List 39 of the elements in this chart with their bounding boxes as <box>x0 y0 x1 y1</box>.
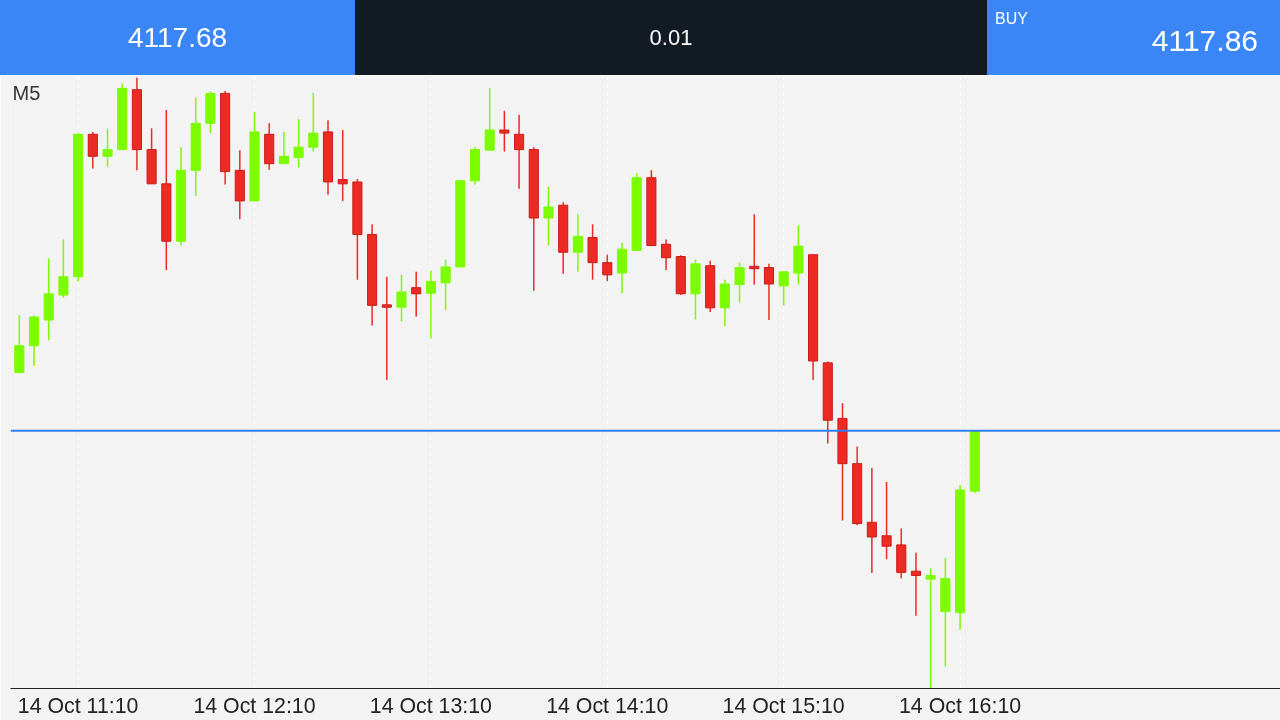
candlestick <box>616 241 628 294</box>
candlestick <box>293 118 304 169</box>
candlestick <box>763 263 775 321</box>
candlestick <box>719 278 730 327</box>
candlestick <box>881 481 892 560</box>
candlestick <box>925 567 936 689</box>
text: 4117.68 <box>0 0 355 75</box>
candlestick <box>866 467 877 574</box>
text: BUY <box>995 9 1028 29</box>
candlestick <box>778 271 789 307</box>
candlestick <box>381 275 392 381</box>
x-tick-label: 14 Oct 16:10 <box>899 693 1022 718</box>
candlestick <box>514 114 525 190</box>
candlestick <box>337 129 348 202</box>
text: 4117.86 <box>1151 23 1258 59</box>
candlestick <box>543 186 554 247</box>
candlestick <box>661 238 672 271</box>
candlestick <box>602 253 613 282</box>
candlestick <box>308 92 319 153</box>
candlestick <box>734 261 745 304</box>
candlestick <box>425 269 436 340</box>
candlestick <box>440 258 451 312</box>
candlestick <box>102 128 113 168</box>
x-tick-label: 14 Oct 14:10 <box>546 693 669 718</box>
candlestick <box>910 552 922 617</box>
candlestick <box>87 131 98 170</box>
annotation: M5 <box>12 81 41 104</box>
x-tick-label: 14 Oct 12:10 <box>193 693 316 718</box>
candlestick <box>572 213 583 273</box>
candlestick <box>411 271 422 318</box>
candlestick <box>58 238 69 299</box>
candlestick <box>484 87 495 151</box>
x-tick-label: 14 Oct 13:10 <box>369 693 493 718</box>
candlestick <box>396 274 407 323</box>
x-tick-label: 14 Oct 11:10 <box>17 693 139 718</box>
text: 0.01 <box>355 0 987 75</box>
x-tick-label: 14 Oct 15:10 <box>722 693 845 718</box>
candlestick <box>278 131 289 165</box>
candlestick <box>499 110 510 153</box>
